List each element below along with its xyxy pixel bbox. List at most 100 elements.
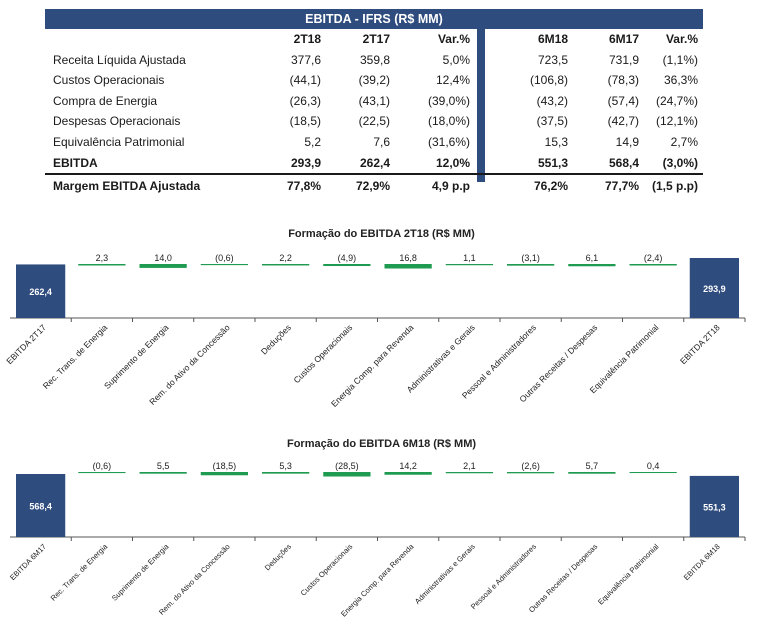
data-label: (3,1) (521, 253, 540, 263)
cell: 15,3 (544, 134, 568, 149)
chart-canvas: 568,4 EBITDA 6M17 (0,6) Rec. Trans. de Ener… (8, 461, 746, 619)
data-label: (28,5) (335, 461, 359, 471)
cell: (1,1%) (662, 52, 698, 67)
data-label: 6,1 (586, 253, 599, 263)
cell: 293,9 (290, 155, 321, 170)
table-row: Despesas Operacionais (18,5) (22,5) (18,… (45, 111, 703, 132)
delta-bar (568, 472, 616, 474)
chart-title: Formação do EBITDA 2T18 (R$ MM) (288, 228, 475, 240)
cell: 76,2% (533, 179, 568, 194)
cell: (12,1%) (655, 114, 698, 129)
delta-bar (507, 264, 555, 266)
category-label: Administrativas e Gerais (405, 322, 477, 394)
category-label: Pessoal e Administradores (469, 542, 538, 611)
cell: (39,0%) (427, 93, 470, 108)
cell: (57,4) (607, 93, 639, 108)
category-label: Deduções (259, 322, 293, 356)
row-label: EBITDA (53, 155, 98, 170)
data-label: 14,2 (399, 461, 417, 471)
col-header: 6M18 (537, 32, 568, 46)
total-bar (16, 264, 66, 318)
delta-bar (445, 472, 493, 474)
category-label: EBITDA 2T17 (4, 322, 48, 366)
data-label: 16,8 (399, 253, 417, 263)
cell: 77,7% (604, 179, 639, 194)
cell: 723,5 (537, 52, 568, 67)
row-label: Receita Líquida Ajustada (53, 52, 186, 67)
category-label: Suprimento de Energia (102, 322, 171, 391)
data-label: 293,9 (703, 284, 726, 294)
data-label: (4,9) (338, 253, 357, 263)
delta-bar (200, 264, 248, 266)
cell: (44,1) (289, 73, 321, 88)
col-header: 6M17 (608, 32, 639, 46)
cell: (43,2) (536, 93, 568, 108)
row-label: Equivalência Patrimonial (53, 134, 185, 149)
delta-bar (78, 472, 126, 474)
cell: 5,2 (304, 134, 321, 149)
row-label: Despesas Operacionais (53, 114, 181, 129)
category-label: Equivalência Patrimonial (588, 322, 661, 395)
row-label: Margem EBITDA Ajustada (53, 179, 201, 194)
cell: 5,0% (442, 52, 470, 67)
delta-bar (139, 472, 187, 474)
delta-bar (200, 472, 248, 476)
delta-bar (568, 264, 616, 267)
delta-bar (323, 264, 371, 267)
cell: (78,3) (607, 73, 639, 88)
cell: 377,6 (290, 52, 321, 67)
cell: 72,9% (355, 179, 390, 194)
data-label: 568,4 (29, 502, 52, 512)
ebitda-2t18-waterfall-chart: Formação do EBITDA 2T18 (R$ MM) 262,4 EBI… (0, 228, 763, 418)
category-label: Energia Comp. para Revenda (339, 541, 416, 618)
total-bar (689, 475, 739, 537)
category-label: EBITDA 6M17 (8, 542, 48, 582)
category-label: Equivalência Patrimonial (596, 542, 661, 607)
delta-bar (445, 264, 493, 266)
ebitda-6m18-waterfall-chart: Formação do EBITDA 6M18 (R$ MM) 568,4 EBI… (0, 438, 763, 625)
cell: 359,8 (359, 52, 390, 67)
data-label: 5,7 (586, 461, 599, 471)
cell: 4,9 p.p (431, 179, 470, 194)
column-divider (477, 29, 485, 182)
category-label: Deduções (263, 542, 293, 572)
cell: (1,5 p.p) (651, 179, 698, 194)
col-header: 2T17 (362, 32, 390, 46)
cell: 14,9 (615, 134, 639, 149)
cell: (43,1) (358, 93, 390, 108)
delta-bar (629, 264, 677, 266)
cell: 568,4 (608, 155, 639, 170)
table-row: Compra de Energia (26,3) (43,1) (39,0%) … (45, 91, 703, 112)
data-label: 1,1 (463, 253, 476, 263)
table-row: Custos Operacionais (44,1) (39,2) 12,4% … (45, 70, 703, 91)
category-label: Outras Receitas / Despesas (527, 542, 600, 615)
data-label: (2,6) (521, 461, 540, 471)
cell: 2,7% (670, 134, 698, 149)
category-label: EBITDA 2T18 (678, 322, 722, 366)
cell: (106,8) (529, 73, 568, 88)
col-header: Var.% (437, 32, 470, 46)
data-label: 2,1 (463, 461, 476, 471)
delta-bar (384, 472, 432, 475)
data-label: 0,4 (647, 461, 660, 471)
row-label: Compra de Energia (53, 93, 158, 108)
delta-bar (139, 264, 187, 268)
cell: 731,9 (608, 52, 639, 67)
category-label: Administrativas e Gerais (413, 542, 477, 606)
col-header: 2T18 (293, 32, 321, 46)
chart-canvas: 262,4 EBITDA 2T17 2,3 Rec. Trans. de Energi… (4, 253, 746, 409)
delta-bar (262, 472, 310, 474)
cell: (26,3) (289, 93, 321, 108)
cell: (37,5) (536, 114, 568, 129)
table-body: 2T18 2T17 Var.% 6M18 6M17 Var.% Receita … (45, 29, 703, 195)
data-label: 262,4 (29, 287, 52, 297)
cell: 551,3 (537, 155, 568, 170)
chart-title: Formação do EBITDA 6M18 (R$ MM) (286, 438, 477, 450)
total-bar (16, 474, 66, 537)
delta-bar (384, 264, 432, 269)
cell: (18,0%) (427, 114, 470, 129)
cell: 36,3% (663, 73, 698, 88)
delta-bar (507, 472, 555, 474)
data-label: (0,6) (215, 253, 234, 263)
data-label: (0,6) (93, 461, 112, 471)
